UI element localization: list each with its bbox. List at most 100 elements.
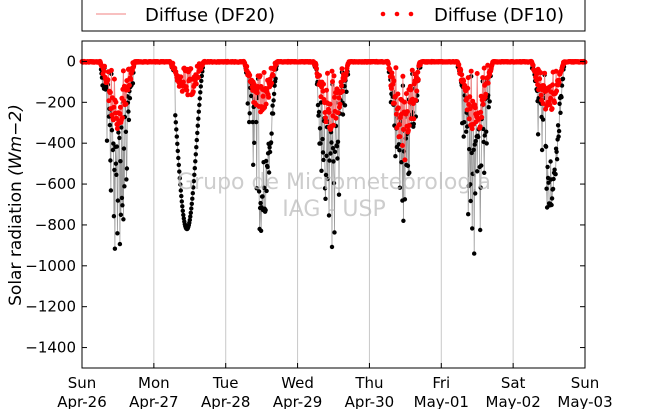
global-point xyxy=(399,160,404,165)
df10-point xyxy=(461,78,467,84)
global-point xyxy=(321,157,326,163)
global-point xyxy=(327,158,332,163)
global-point xyxy=(325,176,330,182)
global-point xyxy=(332,230,337,235)
global-point xyxy=(268,140,274,145)
global-point xyxy=(486,105,491,110)
global-point xyxy=(336,192,342,197)
global-point xyxy=(332,149,338,154)
x-tick-day: Sun xyxy=(68,374,97,392)
global-point xyxy=(173,120,178,125)
global-point xyxy=(335,156,340,161)
df10-point xyxy=(108,67,114,73)
global-point xyxy=(267,145,272,150)
df10-point xyxy=(385,61,391,67)
x-tick-date: May-01 xyxy=(414,393,469,409)
df10-point xyxy=(107,89,113,95)
df10-point xyxy=(480,101,486,107)
global-point xyxy=(329,140,334,145)
global-point xyxy=(323,172,329,178)
y-tick-label: −1200 xyxy=(25,298,76,316)
df10-point xyxy=(552,100,558,106)
global-point xyxy=(482,133,487,138)
global-point xyxy=(270,111,276,116)
df10-point xyxy=(329,68,335,74)
df10-point xyxy=(178,74,184,80)
global-point xyxy=(174,127,179,132)
global-point xyxy=(328,151,333,156)
global-point xyxy=(112,167,117,173)
global-point xyxy=(119,195,125,201)
df10-point xyxy=(339,83,344,89)
global-point xyxy=(126,117,132,123)
global-point xyxy=(188,210,193,215)
global-point xyxy=(130,81,136,86)
global-point xyxy=(270,103,275,108)
x-tick-day: Fri xyxy=(432,374,450,392)
df10-point xyxy=(117,104,123,110)
global-point xyxy=(319,168,324,173)
global-point xyxy=(260,194,265,199)
watermark-line: IAG - USP xyxy=(282,197,385,222)
df10-point xyxy=(553,68,559,74)
x-tick-day: Sun xyxy=(571,374,600,392)
global-point xyxy=(556,128,562,134)
global-point xyxy=(402,197,408,202)
x-tick-date: Apr-27 xyxy=(129,393,179,409)
global-point xyxy=(334,144,340,149)
global-point xyxy=(484,141,489,146)
df10-point xyxy=(102,63,107,69)
global-point xyxy=(111,214,117,219)
global-point xyxy=(191,185,196,190)
global-point xyxy=(194,137,199,143)
df10-point xyxy=(120,68,126,74)
global-point xyxy=(124,166,130,171)
global-point xyxy=(121,146,127,151)
df10-point xyxy=(483,91,489,97)
global-point xyxy=(550,186,556,192)
global-point xyxy=(317,126,323,131)
y-axis-label-text: Solar radiation xyxy=(6,176,26,306)
df10-point xyxy=(389,70,395,76)
x-tick-day: Sat xyxy=(501,374,526,392)
global-point xyxy=(104,138,110,143)
global-point xyxy=(323,196,328,201)
df10-point xyxy=(180,79,186,85)
global-point xyxy=(558,110,563,116)
global-point xyxy=(411,121,416,127)
global-point xyxy=(187,217,192,223)
global-point xyxy=(265,164,270,170)
global-point xyxy=(484,129,489,134)
y-axis: 0 −200 −400 −600 −800 −1000 −1200 −1400 xyxy=(25,52,585,357)
global-point xyxy=(190,191,195,196)
df10-point xyxy=(409,67,415,73)
y-tick-label: −800 xyxy=(35,216,76,234)
df10-point xyxy=(126,82,132,88)
df10-point xyxy=(537,76,543,82)
df10-point xyxy=(399,143,405,148)
global-point xyxy=(316,113,321,118)
global-point xyxy=(112,246,118,251)
df10-point xyxy=(415,77,421,83)
global-point xyxy=(122,184,127,189)
global-point xyxy=(118,212,124,217)
global-point xyxy=(193,152,198,157)
global-point xyxy=(173,113,178,118)
global-point xyxy=(192,172,197,177)
df10-point xyxy=(465,85,471,91)
df10-point xyxy=(414,88,420,94)
global-point xyxy=(179,193,184,199)
global-point xyxy=(482,170,487,175)
global-point xyxy=(118,159,123,164)
global-point xyxy=(315,102,321,108)
global-point xyxy=(124,177,129,182)
df10-point xyxy=(331,122,336,128)
df10-point xyxy=(117,111,123,117)
global-point xyxy=(179,199,184,204)
global-point xyxy=(254,119,259,125)
global-point xyxy=(195,123,200,128)
df10-point xyxy=(270,72,276,78)
global-point xyxy=(108,158,113,163)
global-point xyxy=(560,76,566,82)
diffuse-df10-series xyxy=(79,58,588,163)
